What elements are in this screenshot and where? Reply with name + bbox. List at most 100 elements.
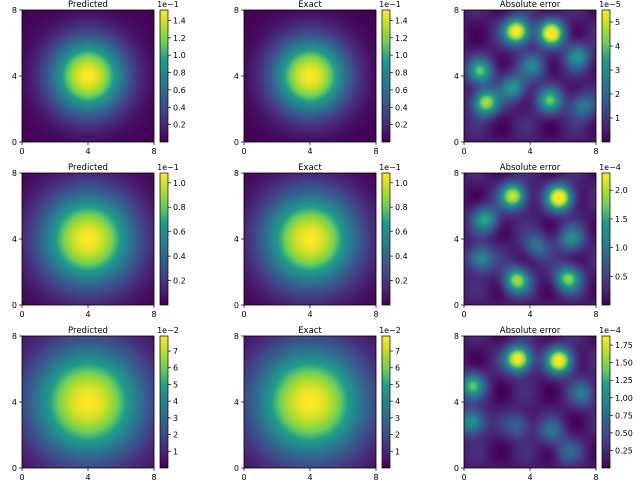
y-tick-label: 8 <box>234 332 239 341</box>
y-tick-label: 4 <box>12 398 17 407</box>
colorbar-tick-label: 1 <box>395 447 400 456</box>
colorbar-tick-label: 0.2 <box>395 121 408 130</box>
colorbar-tick-label: 1.0 <box>615 244 628 253</box>
colorbar-frame <box>159 9 169 143</box>
colorbar-tick-label: 7 <box>173 347 178 356</box>
y-tick-label: 4 <box>454 235 459 244</box>
panel-1-2: Absolute error 0 4 8 0 4 8 0.5 1.0 1.5 2.0 1e−4 <box>454 163 628 319</box>
panel-title: Absolute error <box>500 326 561 336</box>
colorbar-frame <box>381 172 391 306</box>
heatmap-image <box>244 336 376 468</box>
colorbar-multiplier: 1e−1 <box>379 163 401 172</box>
y-tick-label: 0 <box>234 138 239 147</box>
colorbar-tick-label: 2 <box>395 431 400 440</box>
colorbar-gradient <box>382 10 390 142</box>
colorbar-tick-label: 1.2 <box>173 34 186 43</box>
panel-0-1: Exact 0 4 8 0 4 8 0.2 0.4 0.6 0.8 1.0 1.2 1.4 1e−1 <box>234 0 408 156</box>
x-tick-label: 8 <box>373 473 378 482</box>
colorbar-multiplier: 1e−1 <box>379 0 401 9</box>
colorbar-tick-label: 2 <box>173 431 178 440</box>
x-tick-label: 4 <box>307 147 312 156</box>
colorbar-tick-label: 0.75 <box>615 411 633 420</box>
colorbar-tick-label: 0.6 <box>395 228 408 237</box>
colorbar-gradient <box>382 173 390 305</box>
colorbar-multiplier: 1e−4 <box>599 163 621 172</box>
x-tick-label: 8 <box>151 473 156 482</box>
heatmap-image <box>244 10 376 142</box>
colorbar-tick-label: 6 <box>395 364 400 373</box>
colorbar-tick-label: 1.2 <box>395 34 408 43</box>
colorbar-tick-label: 1.0 <box>173 179 186 188</box>
colorbar-gradient <box>160 336 168 468</box>
heatmap-image <box>22 10 154 142</box>
x-tick-label: 8 <box>593 473 598 482</box>
colorbar-tick-label: 1 <box>173 447 178 456</box>
colorbar-gradient <box>602 10 610 142</box>
y-tick-label: 8 <box>454 6 459 15</box>
colorbar-frame <box>159 172 169 306</box>
x-tick-label: 8 <box>151 147 156 156</box>
x-tick-label: 8 <box>151 310 156 319</box>
colorbar-tick-label: 0.4 <box>395 252 408 261</box>
x-tick-label: 0 <box>241 310 246 319</box>
x-tick-label: 0 <box>241 473 246 482</box>
colorbar-tick-label: 1.25 <box>615 376 633 385</box>
y-tick-label: 0 <box>454 138 459 147</box>
y-tick-label: 8 <box>12 6 17 15</box>
colorbar-tick-label: 0.8 <box>395 69 408 78</box>
colorbar-frame <box>601 335 611 469</box>
colorbar-tick-label: 3 <box>395 414 400 423</box>
colorbar-tick-label: 1.0 <box>395 179 408 188</box>
x-tick-label: 0 <box>19 147 24 156</box>
heatmap-image <box>22 336 154 468</box>
colorbar-tick-label: 1.0 <box>173 51 186 60</box>
colorbar-frame <box>381 9 391 143</box>
colorbar-tick-label: 2 <box>615 90 620 99</box>
y-tick-label: 4 <box>234 398 239 407</box>
colorbar-multiplier: 1e−1 <box>157 0 179 9</box>
colorbar-tick-label: 0.2 <box>173 121 186 130</box>
colorbar-tick-label: 1.75 <box>615 341 633 350</box>
heatmap-image <box>464 336 596 468</box>
y-tick-label: 4 <box>454 72 459 81</box>
y-tick-label: 8 <box>12 169 17 178</box>
colorbar-tick-label: 0.6 <box>173 86 186 95</box>
y-tick-label: 4 <box>234 72 239 81</box>
colorbar-tick-label: 0.2 <box>395 277 408 286</box>
colorbar-tick-label: 0.8 <box>395 203 408 212</box>
colorbar-tick-label: 4 <box>615 42 620 51</box>
x-tick-label: 8 <box>593 310 598 319</box>
colorbar-multiplier: 1e−1 <box>157 163 179 172</box>
y-tick-label: 8 <box>454 169 459 178</box>
colorbar-tick-label: 1 <box>615 114 620 123</box>
y-tick-label: 4 <box>454 398 459 407</box>
colorbar-tick-label: 0.5 <box>615 272 628 281</box>
y-tick-label: 8 <box>454 332 459 341</box>
colorbar-gradient <box>382 336 390 468</box>
colorbar-tick-label: 1.4 <box>173 16 186 25</box>
colorbar-tick-label: 3 <box>173 414 178 423</box>
colorbar-gradient <box>160 173 168 305</box>
x-tick-label: 4 <box>527 147 532 156</box>
colorbar-tick-label: 1.00 <box>615 394 633 403</box>
y-tick-label: 4 <box>12 235 17 244</box>
y-tick-label: 4 <box>234 235 239 244</box>
colorbar-tick-label: 0.4 <box>395 103 408 112</box>
heatmap-image <box>464 173 596 305</box>
colorbar-tick-label: 0.6 <box>395 86 408 95</box>
colorbar-tick-label: 0.4 <box>173 103 186 112</box>
colorbar-tick-label: 0.8 <box>173 203 186 212</box>
x-tick-label: 8 <box>373 147 378 156</box>
colorbar-gradient <box>602 173 610 305</box>
colorbar-frame <box>601 172 611 306</box>
x-tick-label: 8 <box>373 310 378 319</box>
colorbar-tick-label: 7 <box>395 347 400 356</box>
x-tick-label: 4 <box>527 310 532 319</box>
x-tick-label: 4 <box>85 310 90 319</box>
colorbar-tick-label: 0.4 <box>173 252 186 261</box>
colorbar-tick-label: 0.2 <box>173 277 186 286</box>
